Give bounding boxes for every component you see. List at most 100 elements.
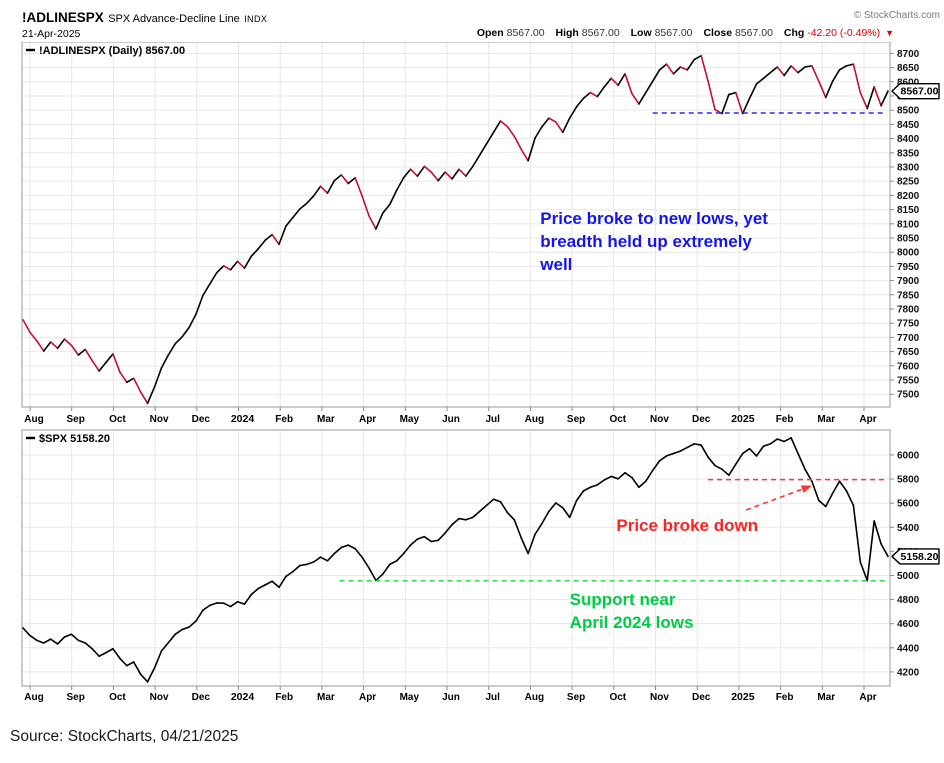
x-axis-label: Dec bbox=[692, 692, 711, 703]
x-axis-label: Sep bbox=[67, 692, 85, 703]
y-axis-label: 4400 bbox=[897, 643, 920, 654]
close-label: Close bbox=[703, 27, 733, 39]
y-axis-label: 6000 bbox=[897, 450, 920, 461]
y-axis-label: 8600 bbox=[897, 77, 920, 88]
ohlc-row: Open 8567.00 High 8567.00 Low 8567.00 Cl… bbox=[477, 27, 894, 39]
x-axis-label: Mar bbox=[317, 692, 335, 703]
x-axis-label: Aug bbox=[525, 692, 544, 703]
plot-border bbox=[21, 429, 891, 687]
low-value: 8567.00 bbox=[654, 27, 693, 39]
x-axis-label: Aug bbox=[24, 692, 43, 703]
plot-background bbox=[22, 430, 890, 686]
y-axis-label: 7800 bbox=[897, 305, 920, 316]
chart-date: 21-Apr-2025 bbox=[22, 28, 81, 41]
open-label: Open bbox=[476, 27, 504, 39]
x-axis-label: Aug bbox=[525, 414, 544, 425]
x-axis-label: May bbox=[400, 692, 420, 703]
x-axis-label: Apr bbox=[359, 414, 376, 425]
open-value: 8567.00 bbox=[506, 27, 545, 39]
last-price-tag bbox=[891, 548, 940, 565]
last-price-tag bbox=[891, 82, 940, 100]
last-price-tag-label: 5158.20 bbox=[901, 551, 939, 563]
x-axis-label: Mar bbox=[817, 414, 835, 425]
y-axis-label: 8450 bbox=[897, 120, 920, 131]
y-axis-label: 8350 bbox=[897, 148, 920, 159]
high-label: High bbox=[555, 27, 579, 39]
y-axis-label: 8150 bbox=[897, 205, 920, 216]
x-axis-label: Nov bbox=[150, 414, 169, 425]
spx-price-line bbox=[22, 437, 889, 683]
x-axis-label: Aug bbox=[24, 414, 43, 425]
x-axis-label: Jun bbox=[442, 692, 460, 703]
plot-background bbox=[22, 42, 890, 407]
y-axis-label: 5400 bbox=[897, 523, 920, 534]
y-axis-label: 8100 bbox=[897, 219, 920, 230]
x-axis-label: Dec bbox=[192, 692, 211, 703]
x-axis-label: Feb bbox=[776, 692, 794, 703]
breakdown-note: Price broke down bbox=[616, 516, 758, 535]
source-note: Source: StockCharts, 04/21/2025 bbox=[10, 728, 239, 745]
y-axis-label: 4800 bbox=[897, 595, 920, 606]
adlinespx-price-line bbox=[22, 54, 889, 405]
y-axis-label: 8500 bbox=[897, 106, 920, 117]
last-price-tag-label: 8567.00 bbox=[901, 86, 939, 98]
chart-header: !ADLINESPX SPX Advance-Decline Line INDX… bbox=[22, 8, 267, 41]
chg-value: -42.20 (-0.49%) bbox=[807, 27, 881, 39]
x-axis-label: Nov bbox=[650, 414, 669, 425]
y-axis-label: 8000 bbox=[897, 248, 920, 259]
symbol-name: SPX Advance-Decline Line bbox=[108, 13, 240, 25]
y-axis-label: 4200 bbox=[897, 667, 920, 678]
panel-legend: !ADLINESPX (Daily) 8567.00 bbox=[39, 45, 185, 57]
y-axis-label: 8200 bbox=[897, 191, 920, 202]
exchange-label: INDX bbox=[244, 14, 268, 24]
y-axis-label: 7850 bbox=[897, 290, 920, 301]
y-axis-label: 7750 bbox=[897, 319, 920, 330]
x-axis-label: Sep bbox=[67, 414, 85, 425]
x-axis-label: Sep bbox=[567, 692, 585, 703]
x-axis-label: Feb bbox=[776, 414, 794, 425]
x-axis-label: 2024 bbox=[231, 691, 255, 703]
x-axis-label: Sep bbox=[567, 414, 585, 425]
y-axis-label: 5800 bbox=[897, 475, 920, 486]
arrowhead-icon bbox=[800, 485, 812, 494]
y-axis-label: 7550 bbox=[897, 376, 920, 387]
x-axis-label: Mar bbox=[317, 414, 335, 425]
header-title-line: !ADLINESPX SPX Advance-Decline Line INDX bbox=[22, 8, 267, 27]
x-axis-label: Jul bbox=[485, 692, 500, 703]
y-axis-label: 5000 bbox=[897, 571, 920, 582]
y-axis-label: 7950 bbox=[897, 262, 920, 273]
panel-legend: $SPX 5158.20 bbox=[39, 433, 110, 445]
breakdown-arrow bbox=[745, 484, 813, 511]
x-axis-label: Mar bbox=[817, 692, 835, 703]
x-axis-label: Oct bbox=[609, 414, 626, 425]
y-axis-label: 8050 bbox=[897, 233, 920, 244]
x-axis-label: Jul bbox=[485, 414, 500, 425]
y-axis-label: 7900 bbox=[897, 276, 920, 287]
y-axis-label: 8700 bbox=[897, 49, 920, 60]
chg-label: Chg bbox=[783, 27, 805, 39]
y-axis-label: 8400 bbox=[897, 134, 920, 145]
x-axis-label: Apr bbox=[859, 692, 876, 703]
x-axis-label: 2025 bbox=[731, 691, 755, 703]
x-axis-label: Feb bbox=[275, 692, 293, 703]
y-axis-label: 8300 bbox=[897, 162, 920, 173]
spx-chart: 6000580056005400520050004800460044004200… bbox=[21, 429, 940, 703]
x-axis-label: Nov bbox=[150, 692, 169, 703]
x-axis-label: Jun bbox=[442, 414, 460, 425]
high-value: 8567.00 bbox=[581, 27, 620, 39]
x-axis-label: May bbox=[400, 414, 420, 425]
x-axis-label: Oct bbox=[109, 692, 126, 703]
y-axis-label: 7600 bbox=[897, 361, 920, 372]
x-axis-label: Nov bbox=[650, 692, 669, 703]
y-axis-label: 7700 bbox=[897, 333, 920, 344]
x-axis-label: Oct bbox=[609, 692, 626, 703]
x-axis-label: Oct bbox=[109, 414, 126, 425]
plot-border bbox=[21, 42, 891, 408]
x-axis-label: Dec bbox=[692, 414, 711, 425]
adline-chart: 8700865086008550850084508400835083008250… bbox=[21, 42, 940, 425]
close-value: 8567.00 bbox=[734, 27, 773, 39]
symbol: !ADLINESPX bbox=[22, 10, 104, 25]
y-axis-label: 8650 bbox=[897, 63, 920, 74]
y-axis-label: 7500 bbox=[897, 390, 920, 401]
